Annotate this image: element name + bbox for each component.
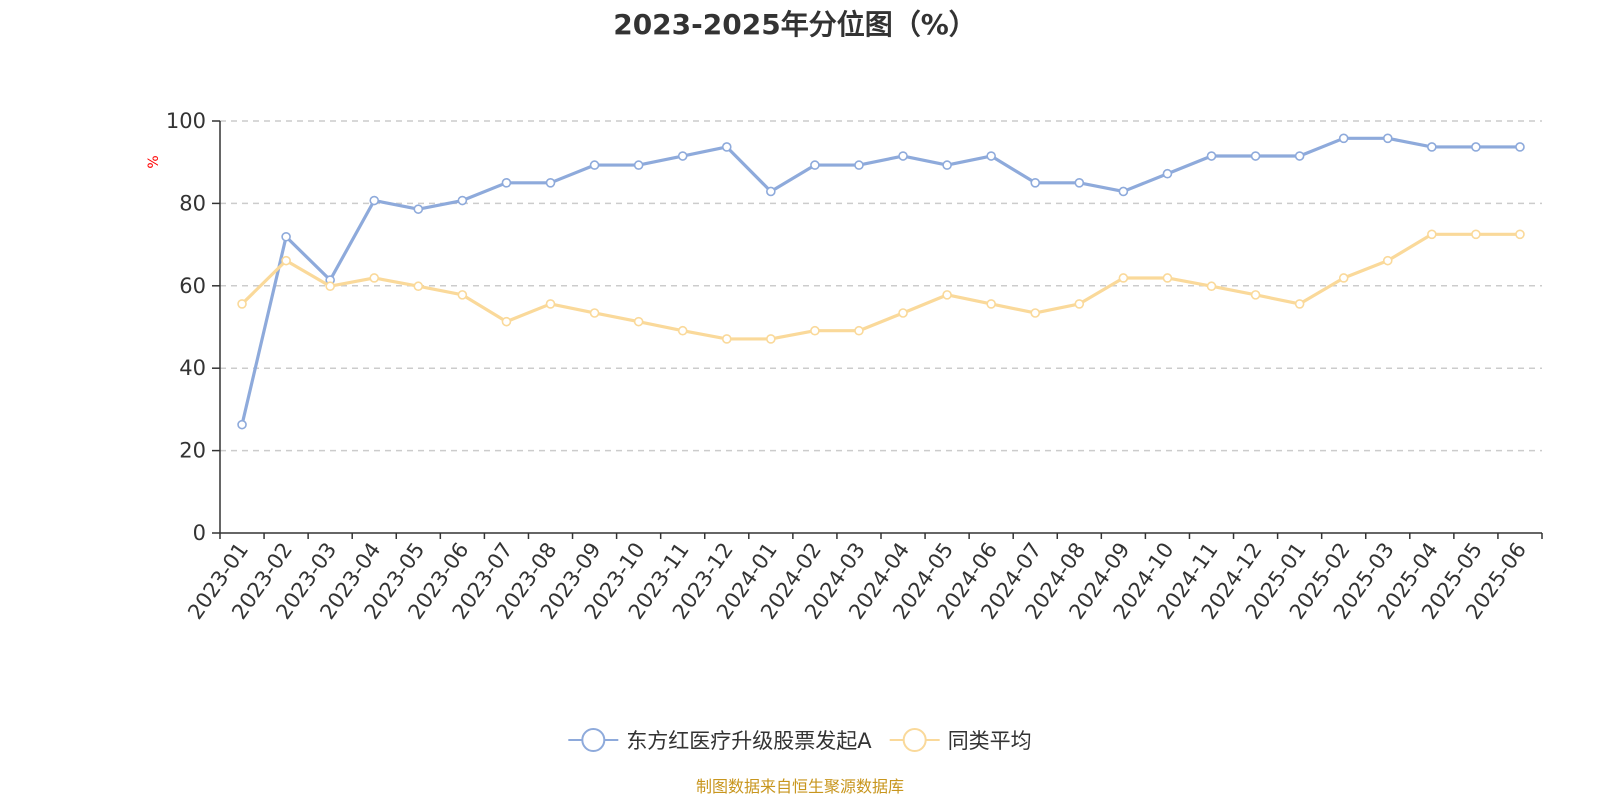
- data-point: [1118, 186, 1129, 197]
- data-point: [677, 325, 688, 336]
- legend[interactable]: 东方红医疗升级股票发起A 同类平均: [568, 728, 1032, 753]
- axes: [212, 120, 1543, 539]
- data-point: [1382, 133, 1393, 144]
- y-tick-label: 0: [193, 521, 206, 545]
- legend-marker: [902, 728, 927, 752]
- data-point: [1382, 255, 1393, 266]
- y-tick-label: 60: [179, 274, 206, 298]
- data-point: [1206, 151, 1217, 161]
- data-point: [1427, 142, 1437, 152]
- data-point: [1471, 229, 1481, 240]
- data-point: [413, 281, 424, 292]
- data-point: [810, 160, 820, 170]
- data-point: [810, 325, 820, 336]
- data-point: [1250, 151, 1261, 161]
- data-point: [898, 151, 908, 161]
- series-lines: [237, 133, 1525, 430]
- data-point: [501, 178, 512, 188]
- data-point: [1338, 273, 1349, 283]
- data-point: [1515, 229, 1525, 240]
- x-tick-labels: 2023-012023-022023-032023-042023-052023-…: [183, 538, 1531, 624]
- series-2: [237, 229, 1525, 344]
- data-point: [677, 151, 688, 161]
- data-point: [1030, 178, 1041, 188]
- series-line: [240, 136, 1520, 426]
- y-tick-labels: 0 20 40 60 80 100: [166, 109, 206, 545]
- y-tick-label: 40: [179, 356, 206, 380]
- legend-label: 东方红医疗升级股票发起A: [626, 729, 872, 753]
- data-point: [1427, 229, 1437, 240]
- data-point: [1118, 273, 1129, 283]
- data-point: [854, 160, 864, 170]
- data-point: [1471, 142, 1481, 152]
- data-point: [1294, 299, 1305, 309]
- data-point: [1294, 151, 1305, 161]
- legend-item-1[interactable]: 东方红医疗升级股票发起A: [568, 728, 872, 753]
- data-point: [986, 151, 996, 161]
- data-point: [237, 299, 247, 309]
- data-point: [1338, 133, 1349, 144]
- series-1: [237, 133, 1525, 430]
- data-point: [942, 290, 952, 300]
- legend-item-2[interactable]: 同类平均: [889, 728, 1032, 753]
- data-point: [721, 334, 732, 344]
- data-point: [942, 160, 952, 170]
- data-point: [766, 186, 776, 197]
- legend-label: 同类平均: [948, 729, 1032, 753]
- data-point: [1074, 178, 1085, 188]
- y-tick-label: 20: [179, 439, 206, 463]
- y-tick-label: 80: [179, 191, 206, 215]
- data-point: [281, 255, 291, 266]
- data-point: [325, 281, 335, 292]
- data-point: [1162, 168, 1173, 179]
- data-point: [766, 334, 776, 344]
- series-line: [240, 232, 1520, 341]
- data-point: [1074, 299, 1085, 309]
- data-point: [633, 316, 644, 327]
- data-point: [633, 160, 644, 170]
- data-point: [1206, 281, 1217, 292]
- data-point: [369, 195, 380, 206]
- data-point: [898, 308, 908, 318]
- data-point: [589, 308, 600, 318]
- data-point: [1162, 273, 1173, 283]
- data-point: [369, 273, 380, 283]
- data-point: [281, 231, 291, 242]
- data-point: [545, 178, 556, 188]
- y-tick-label: 100: [166, 109, 206, 133]
- data-point: [457, 195, 468, 206]
- data-point: [1030, 308, 1041, 318]
- source-note: 制图数据来自恒生聚源数据库: [696, 777, 904, 796]
- data-point: [721, 142, 732, 152]
- data-point: [1250, 290, 1261, 300]
- data-point: [1515, 142, 1525, 152]
- data-point: [237, 419, 247, 430]
- y-axis-unit: %: [146, 155, 162, 168]
- data-point: [589, 160, 600, 170]
- chart-title: 2023-2025年分位图（%）: [613, 8, 977, 41]
- data-point: [854, 325, 864, 336]
- data-point: [986, 299, 996, 309]
- data-point: [457, 290, 468, 300]
- data-point: [501, 316, 512, 327]
- data-point: [545, 299, 556, 309]
- legend-marker: [581, 728, 606, 752]
- data-point: [413, 204, 424, 214]
